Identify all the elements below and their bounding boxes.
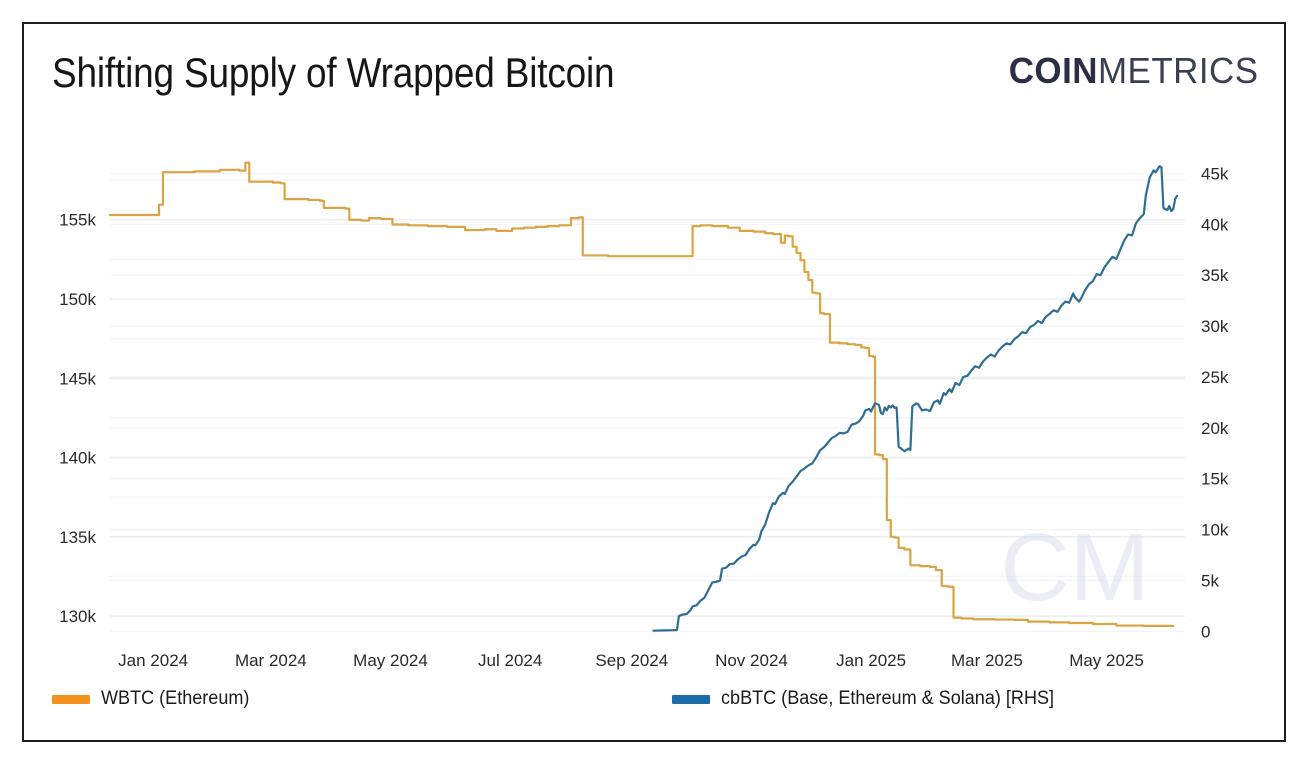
logo-coin-text: COIN (1008, 50, 1098, 91)
y-axis-right-tick: 45k (1201, 164, 1229, 183)
legend-item-cbbtc[interactable]: cbBTC (Base, Ethereum & Solana) [RHS] (672, 688, 1072, 710)
y-axis-right-tick: 0 (1201, 622, 1210, 641)
chart-header: Shifting Supply of Wrapped Bitcoin COINM… (52, 44, 1258, 106)
legend-label-cbbtc: cbBTC (Base, Ethereum & Solana) [RHS] (721, 688, 1055, 709)
x-axis-tick: Jul 2024 (478, 651, 542, 670)
x-axis-tick: May 2025 (1069, 651, 1144, 670)
y-axis-left-tick: 150k (59, 290, 96, 309)
y-axis-right-tick: 25k (1201, 368, 1229, 387)
page-title: Shifting Supply of Wrapped Bitcoin (52, 49, 615, 96)
y-axis-right-tick: 20k (1201, 419, 1229, 438)
legend-swatch-wbtc (52, 694, 90, 704)
chart-legend: WBTC (Ethereum) cbBTC (Base, Ethereum & … (52, 688, 1258, 722)
y-axis-right-tick: 15k (1201, 470, 1229, 489)
y-axis-left-tick: 145k (59, 369, 96, 388)
y-axis-right-tick: 40k (1201, 215, 1229, 234)
x-axis-tick: Sep 2024 (595, 651, 668, 670)
legend-swatch-cbbtc (672, 694, 710, 704)
x-axis-tick: Mar 2024 (235, 651, 307, 670)
x-axis-tick: May 2024 (353, 651, 428, 670)
logo-metrics-text: METRICS (1097, 50, 1258, 91)
y-axis-right-tick: 10k (1201, 521, 1229, 540)
y-axis-left-tick: 130k (59, 607, 96, 626)
y-axis-right-tick: 5k (1201, 571, 1219, 590)
x-axis-tick: Jan 2024 (118, 651, 188, 670)
watermark: CM (1000, 514, 1149, 621)
y-axis-left-tick: 135k (59, 528, 96, 547)
x-axis-tick: Nov 2024 (715, 651, 788, 670)
y-axis-right-tick: 35k (1201, 266, 1229, 285)
legend-label-wbtc: WBTC (Ethereum) (101, 688, 250, 709)
series-line-cbbtc (652, 165, 1179, 632)
y-axis-left-tick: 140k (59, 449, 96, 468)
series-line-wbtc (108, 161, 1175, 628)
x-axis-tick: Mar 2025 (951, 651, 1023, 670)
x-axis-tick: Jan 2025 (836, 651, 906, 670)
y-axis-right-tick: 30k (1201, 317, 1229, 336)
y-axis-left-tick: 155k (59, 211, 96, 230)
coinmetrics-logo: COINMETRICS (1008, 46, 1258, 96)
legend-item-wbtc[interactable]: WBTC (Ethereum) (52, 688, 257, 710)
